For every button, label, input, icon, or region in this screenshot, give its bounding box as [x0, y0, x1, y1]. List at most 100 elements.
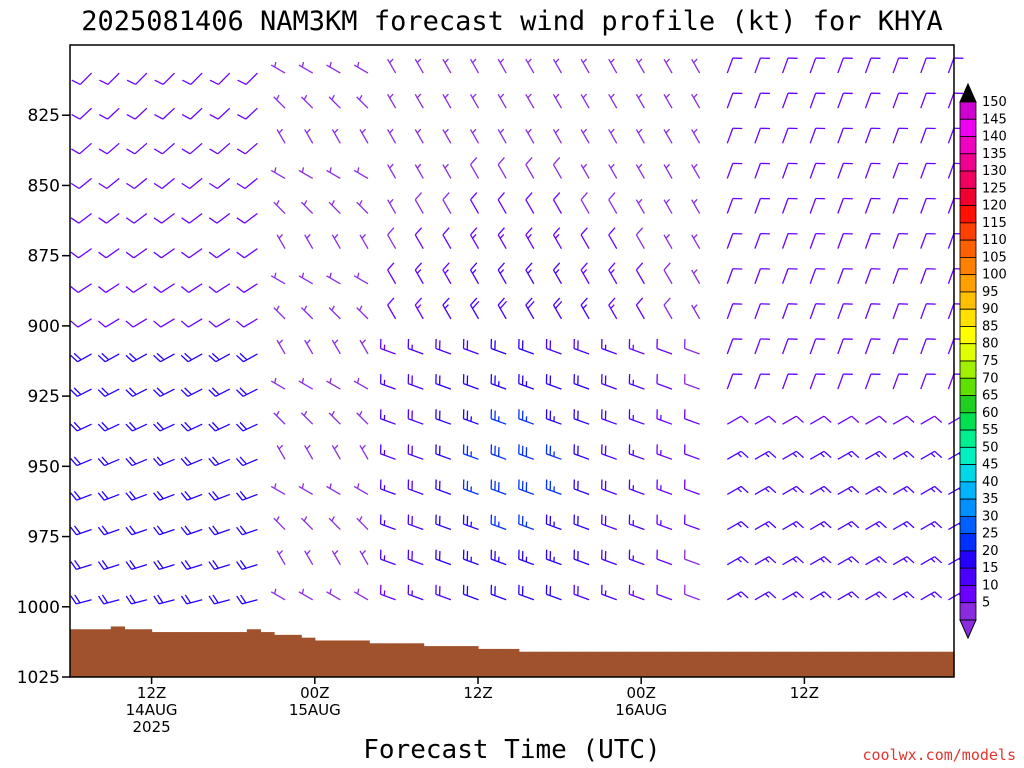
wind-barb: [407, 479, 424, 496]
colorbar-segment: [959, 101, 977, 120]
wind-barb: [545, 374, 562, 390]
wind-barb: [809, 57, 826, 74]
wind-barb: [153, 456, 175, 467]
wind-barb: [656, 584, 673, 601]
surface-column: [151, 632, 166, 677]
wind-barb: [892, 268, 909, 284]
wind-barb: [726, 591, 749, 601]
wind-barb: [601, 549, 617, 566]
colorbar-segment: [959, 550, 977, 569]
wind-barb: [97, 560, 120, 570]
wind-barb: [353, 377, 369, 390]
wind-barb: [98, 142, 120, 155]
wind-barb: [781, 373, 798, 390]
colorbar-label: 150: [982, 95, 1007, 110]
surface-column: [682, 651, 697, 677]
wind-barb: [837, 520, 860, 531]
wind-barb: [235, 456, 258, 467]
surface-column: [165, 632, 180, 677]
wind-barb: [208, 352, 231, 363]
wind-barb: [235, 387, 258, 397]
wind-barb: [328, 94, 341, 109]
surface-column: [450, 646, 465, 677]
wind-barb: [837, 415, 860, 425]
wind-barb: [442, 128, 452, 144]
wind-barb: [208, 490, 231, 501]
wind-barb: [153, 283, 175, 294]
wind-barb: [99, 72, 120, 85]
wind-barb: [276, 550, 286, 565]
wind-barb: [920, 556, 943, 566]
wind-barb: [837, 57, 853, 74]
wind-barb: [356, 410, 369, 425]
wind-barb: [726, 338, 743, 355]
wind-barb: [864, 127, 881, 144]
wind-barb: [359, 128, 369, 144]
wind-barb: [601, 409, 617, 425]
wind-barb: [628, 409, 645, 425]
wind-barb: [70, 318, 92, 328]
wind-barb: [608, 192, 618, 214]
y-axis: 825 850 875 900 925 950 975 1000 1025: [17, 106, 70, 688]
x-tick-label: 16AUG: [615, 701, 667, 719]
y-tick-label: 1025: [17, 668, 60, 688]
surface-column: [614, 651, 629, 677]
wind-barb: [635, 163, 645, 179]
surface-column: [301, 637, 316, 677]
wind-barb: [490, 514, 507, 531]
wind-barb: [920, 162, 936, 179]
wind-barb: [276, 128, 286, 144]
wind-barb: [442, 93, 452, 109]
wind-barb: [435, 374, 452, 390]
wind-barb: [304, 550, 314, 565]
wind-barb: [273, 410, 286, 425]
wind-barb: [331, 550, 341, 565]
colorbar-segment: [959, 395, 977, 414]
wind-barb: [153, 318, 175, 328]
wind-barb: [892, 303, 909, 320]
wind-barb: [462, 479, 479, 496]
colorbar-label: 125: [982, 181, 1007, 196]
wind-barb: [407, 339, 424, 355]
wind-barb: [407, 514, 424, 531]
wind-barb: [580, 163, 590, 179]
wind-barb: [181, 248, 203, 259]
wind-barb: [754, 92, 770, 109]
surface-column: [722, 651, 737, 677]
colorbar-label: 65: [982, 389, 999, 404]
wind-barb: [154, 107, 175, 120]
colorbar-segment: [959, 343, 977, 362]
wind-barb: [782, 485, 804, 495]
surface-column: [845, 651, 860, 677]
wind-barb: [837, 556, 860, 566]
wind-barb: [552, 128, 563, 144]
wind-barb: [70, 594, 92, 605]
wind-barb: [525, 58, 535, 74]
colorbar-segment: [959, 498, 977, 517]
colorbar-label: 105: [982, 250, 1007, 265]
wind-barb: [781, 162, 798, 179]
wind-barb: [920, 520, 943, 531]
wind-barb: [182, 72, 203, 85]
wind-barb: [754, 415, 777, 425]
wind-barb: [573, 584, 590, 601]
wind-barb: [920, 373, 936, 390]
colorbar-segment: [959, 222, 977, 241]
wind-barb: [236, 352, 258, 363]
wind-barb: [809, 127, 826, 144]
surface-column: [518, 651, 533, 677]
wind-barb: [353, 272, 369, 285]
wind-barb: [304, 234, 314, 249]
credit-text: coolwx.com/models: [862, 746, 1016, 764]
surface-column: [709, 651, 724, 677]
wind-barb: [125, 594, 148, 605]
x-axis-label: Forecast Time (UTC): [363, 735, 660, 765]
wind-barb: [656, 374, 673, 390]
wind-barb: [628, 339, 645, 355]
wind-barb: [407, 374, 424, 390]
surface-column: [246, 629, 261, 677]
colorbar-segment: [959, 446, 977, 466]
wind-barb: [601, 339, 617, 355]
wind-barb: [920, 197, 936, 214]
